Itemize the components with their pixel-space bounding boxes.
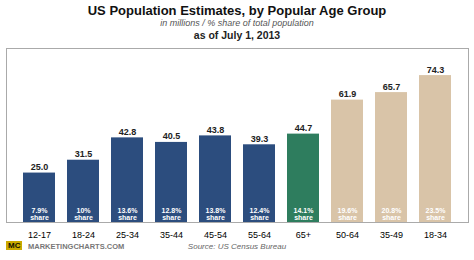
html-text:MARKETINGCHARTS.COM: MARKETINGCHARTS.COM: [28, 242, 125, 251]
svg-text:65+: 65+: [296, 230, 311, 240]
svg-text:45-54: 45-54: [204, 230, 227, 240]
svg-text:39.3: 39.3: [251, 134, 269, 144]
svg-text:43.8: 43.8: [207, 125, 225, 135]
svg-text:12-17: 12-17: [28, 230, 51, 240]
svg-text:50-64: 50-64: [336, 230, 359, 240]
svg-text:55-64: 55-64: [248, 230, 271, 240]
svg-text:25-34: 25-34: [116, 230, 139, 240]
svg-text:18-24: 18-24: [72, 230, 95, 240]
svg-text:25.0: 25.0: [31, 162, 49, 172]
svg-text:74.3: 74.3: [427, 65, 445, 75]
svg-text:40.5: 40.5: [163, 131, 181, 141]
svg-text:42.8: 42.8: [119, 127, 137, 137]
svg-text:23.5%share: 23.5%share: [426, 207, 447, 221]
svg-text:35-49: 35-49: [380, 230, 403, 240]
svg-text:13.6%share: 13.6%share: [118, 207, 139, 221]
svg-text:7.9%share: 7.9%share: [30, 207, 49, 221]
svg-text:19.6%share: 19.6%share: [338, 207, 359, 221]
svg-text:20.8%share: 20.8%share: [382, 207, 403, 221]
svg-text:12.4%share: 12.4%share: [250, 207, 271, 221]
svg-text:44.7: 44.7: [295, 123, 313, 133]
html-text:US Population Estimates, by Po: US Population Estimates, by Popular Age …: [87, 3, 387, 18]
svg-text:12.8%share: 12.8%share: [162, 207, 183, 221]
svg-text:18-34: 18-34: [424, 230, 447, 240]
html-text:MC: MC: [8, 241, 21, 250]
html-text:as of July 1, 2013: as of July 1, 2013: [193, 29, 281, 41]
html-text:Source: US Census Bureau: Source: US Census Bureau: [187, 242, 287, 251]
svg-text:61.9: 61.9: [339, 89, 357, 99]
svg-text:14.1%share: 14.1%share: [294, 207, 315, 221]
svg-text:31.5: 31.5: [75, 149, 93, 159]
svg-text:10%share: 10%share: [74, 207, 93, 221]
html-text:in millions / % share of total: in millions / % share of total populatio…: [160, 18, 314, 28]
svg-text:35-44: 35-44: [160, 230, 183, 240]
svg-text:13.8%share: 13.8%share: [206, 207, 227, 221]
svg-text:65.7: 65.7: [383, 82, 401, 92]
